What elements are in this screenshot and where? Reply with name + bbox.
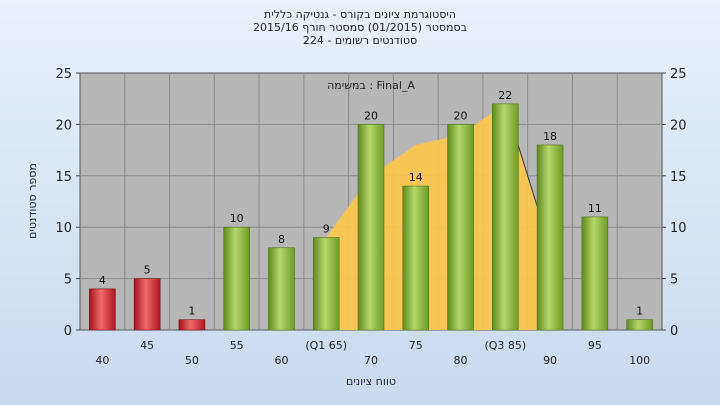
bar-value-label: 5: [144, 264, 151, 277]
chart-annotation: במשימה : Final_A: [327, 79, 415, 92]
bar: [357, 124, 385, 331]
y-tick-label-right: 10: [670, 221, 687, 236]
bar-value-label: 1: [188, 305, 195, 318]
chart-title-line-1: היסטוגרמת ציונים בקורס - גנטיקה כללית: [264, 8, 456, 21]
bar: [133, 278, 161, 331]
y-tick-label-left: 10: [55, 221, 72, 236]
x-tick-label: 75: [409, 339, 423, 352]
chart-title-line-3: סטודנטים רשומים - 224: [302, 34, 418, 47]
x-tick-label: 45: [140, 339, 154, 352]
y-tick-label-right: 15: [670, 170, 687, 185]
bar: [492, 103, 519, 331]
bar-value-label: 20: [364, 109, 378, 122]
bar: [447, 124, 474, 331]
bar-value-label: 8: [278, 233, 285, 246]
x-tick-label: 90: [543, 354, 557, 367]
bar: [312, 237, 340, 331]
x-tick-label: 40: [95, 354, 109, 367]
bar-value-label: 11: [588, 202, 602, 215]
bar: [89, 288, 116, 331]
bar: [223, 226, 250, 331]
y-tick-label-right: 0: [670, 324, 678, 339]
bar-value-label: 14: [409, 171, 423, 184]
bar-value-label: 18: [543, 130, 557, 143]
bar-value-label: 10: [230, 212, 244, 225]
x-axis-label: טווח ציונים: [346, 375, 396, 388]
y-tick-label-left: 5: [64, 273, 72, 288]
bar: [402, 185, 430, 331]
x-tick-label: 70: [364, 354, 378, 367]
x-tick-label: (Q3 85): [484, 339, 526, 352]
y-tick-label-right: 25: [670, 67, 687, 82]
bar-value-label: 20: [454, 109, 468, 122]
bar: [626, 319, 653, 331]
x-tick-label: (Q1 65): [305, 339, 347, 352]
y-tick-label-left: 0: [64, 324, 72, 339]
bar: [178, 319, 206, 331]
bar-value-label: 9: [323, 222, 330, 235]
bar: [581, 216, 609, 331]
bar-value-label: 4: [99, 274, 106, 287]
x-tick-label: 60: [274, 354, 288, 367]
bar: [536, 144, 564, 331]
x-tick-label: 50: [185, 354, 199, 367]
x-tick-label: 100: [629, 354, 650, 367]
y-tick-label-right: 20: [670, 118, 687, 133]
y-tick-label-left: 20: [55, 118, 72, 133]
x-tick-label: 95: [588, 339, 602, 352]
bar: [268, 247, 295, 331]
bar-value-label: 1: [636, 305, 643, 318]
x-tick-label: 80: [454, 354, 468, 367]
y-tick-label-right: 5: [670, 273, 678, 288]
y-tick-label-left: 15: [55, 170, 72, 185]
bar-value-label: 22: [498, 89, 512, 102]
chart-title-line-2: בסמסטר (01/2015) סמסטר חורף 2015/16: [253, 21, 467, 34]
x-tick-label: 55: [230, 339, 244, 352]
y-axis-label: מספר סטודנטים: [26, 163, 39, 239]
y-tick-label-left: 25: [55, 67, 72, 82]
